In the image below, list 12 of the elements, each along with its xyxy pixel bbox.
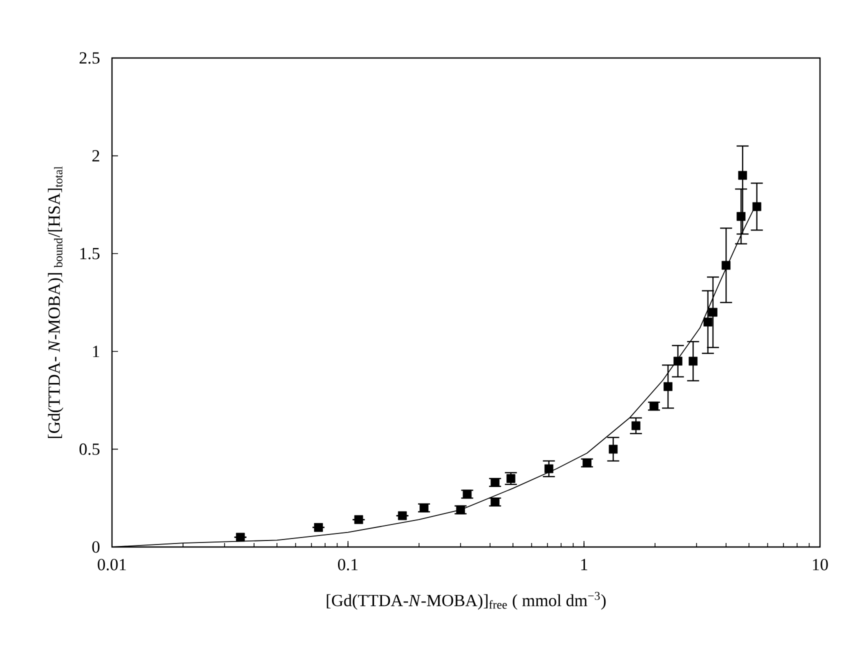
x-tick-label: 1 [581, 558, 588, 570]
y-tick-label: 2.5 [80, 52, 100, 64]
x-tick-label: 0.1 [338, 558, 358, 570]
y-axis-title: [Gd(TTDA- N-MOBA)] $_{bound}$/[HSA]$_{total}$ [48, 166, 64, 438]
x-tick-label: 0.01 [98, 558, 126, 570]
y-tick-label: 1 [93, 346, 100, 358]
x-tick-label: 10 [813, 558, 828, 570]
y-tick-label: 2 [92, 150, 100, 162]
y-tick-label: 0.5 [80, 443, 100, 455]
y-tick-label: 0 [92, 541, 100, 553]
x-axis-title: [Gd(TTDA-N-MOBA)]$_{free}$ ( mmol dm$^{−3}$) [326, 592, 606, 610]
y-tick-label: 1.5 [80, 248, 100, 260]
